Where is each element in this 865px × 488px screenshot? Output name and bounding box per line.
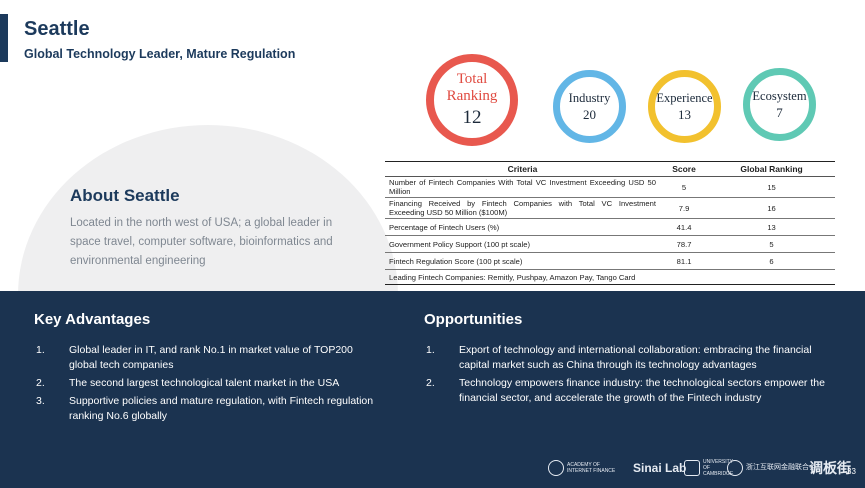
criteria-cell: Number of Fintech Companies With Total V…: [385, 176, 660, 198]
industry-ranking-badge: Industry 20: [553, 70, 626, 143]
list-item-text: The second largest technological talent …: [69, 377, 340, 389]
opportunities-title: Opportunities: [424, 311, 523, 328]
list-item: 1. Export of technology and internationa…: [426, 343, 826, 373]
ecosystem-value: 7: [776, 104, 783, 120]
rank-cell: 13: [708, 218, 835, 236]
lbj-logo-text: 调板街: [809, 460, 851, 476]
about-title: About Seattle: [70, 186, 180, 205]
lbj-logo: 调板街: [806, 456, 851, 480]
list-item-number: 1.: [36, 344, 45, 356]
criteria-cell: Percentage of Fintech Users (%): [385, 218, 660, 236]
page-title: Seattle: [24, 18, 90, 40]
total-ranking-label-1: Total: [456, 71, 488, 87]
leading-companies-cell: Leading Fintech Companies: Remitly, Push…: [385, 269, 835, 285]
list-item-text: Export of technology and international c…: [459, 344, 812, 371]
zju-logo: ACADEMY OF INTERNET FINANCE: [548, 456, 625, 480]
list-item: 1. Global leader in IT, and rank No.1 in…: [36, 343, 381, 373]
page-number: 33: [847, 467, 856, 476]
table-row: Financing Received by Fintech Companies …: [385, 197, 835, 219]
header-criteria: Criteria: [385, 161, 660, 177]
ecosystem-label: Ecosystem: [752, 88, 807, 103]
cambridge-logo-text: UNIVERSITY OF CAMBRIDGE: [703, 459, 734, 477]
zju-logo-text: ACADEMY OF INTERNET FINANCE: [567, 462, 616, 474]
sinai-lab-logo: Sinai Lab: [630, 456, 686, 480]
list-item: 2. The second largest technological tale…: [36, 376, 381, 391]
experience-label: Experience: [656, 90, 713, 105]
list-item-number: 1.: [426, 344, 435, 356]
bottom-panel: [0, 291, 865, 488]
key-advantages-list: 1. Global leader in IT, and rank No.1 in…: [36, 343, 381, 427]
list-item-number: 3.: [36, 395, 45, 407]
industry-value: 20: [583, 106, 596, 122]
score-cell: 78.7: [660, 235, 709, 253]
page-subtitle: Global Technology Leader, Mature Regulat…: [24, 47, 296, 61]
table-footer-row: Leading Fintech Companies: Remitly, Push…: [385, 269, 835, 285]
criteria-cell: Government Policy Support (100 pt scale): [385, 235, 660, 253]
table-row: Fintech Regulation Score (100 pt scale) …: [385, 252, 835, 270]
criteria-cell: Financing Received by Fintech Companies …: [385, 197, 660, 219]
list-item-text: Technology empowers finance industry: th…: [459, 377, 825, 404]
zhejiang-logo-text: 浙江互联网金融联合会: [746, 464, 816, 471]
sinai-lab-text: Sinai Lab: [633, 461, 687, 475]
total-ranking-value: 12: [462, 107, 482, 128]
experience-ranking-badge: Experience 13: [648, 70, 721, 143]
opportunities-list: 1. Export of technology and internationa…: [426, 343, 826, 409]
cambridge-logo: UNIVERSITY OF CAMBRIDGE: [684, 456, 733, 480]
rank-cell: 5: [708, 235, 835, 253]
zju-seal-icon: [548, 460, 564, 476]
table-row: Number of Fintech Companies With Total V…: [385, 176, 835, 198]
list-item: 2. Technology empowers finance industry:…: [426, 376, 826, 406]
score-cell: 41.4: [660, 218, 709, 236]
score-cell: 81.1: [660, 252, 709, 270]
list-item-number: 2.: [426, 377, 435, 389]
zhejiang-association-logo: 浙江互联网金融联合会: [727, 456, 816, 480]
industry-label: Industry: [568, 90, 611, 105]
table-row: Government Policy Support (100 pt scale)…: [385, 235, 835, 253]
key-advantages-title: Key Advantages: [34, 311, 151, 328]
rank-cell: 16: [708, 197, 835, 219]
zhejiang-seal-icon: [727, 460, 743, 476]
list-item: 3. Supportive policies and mature regula…: [36, 394, 381, 424]
header-score: Score: [660, 161, 709, 177]
criteria-table: Criteria Score Global Ranking Number of …: [385, 161, 835, 285]
rank-cell: 15: [708, 176, 835, 198]
list-item-text: Global leader in IT, and rank No.1 in ma…: [69, 344, 353, 371]
ecosystem-ranking-badge: Ecosystem 7: [743, 68, 816, 141]
cambridge-shield-icon: [684, 460, 700, 476]
header-global-ranking: Global Ranking: [708, 161, 835, 177]
about-text: Located in the north west of USA; a glob…: [70, 217, 333, 267]
list-item-text: Supportive policies and mature regulatio…: [69, 395, 374, 422]
list-item-number: 2.: [36, 377, 45, 389]
rank-cell: 6: [708, 252, 835, 270]
score-cell: 7.9: [660, 197, 709, 219]
score-cell: 5: [660, 176, 709, 198]
table-row: Percentage of Fintech Users (%) 41.4 13: [385, 218, 835, 236]
total-ranking-badge: Total Ranking 12: [426, 54, 518, 146]
table-header-row: Criteria Score Global Ranking: [385, 161, 835, 177]
experience-value: 13: [678, 106, 691, 122]
total-ranking-label-2: Ranking: [446, 88, 498, 104]
title-accent-bar: [0, 14, 8, 62]
criteria-cell: Fintech Regulation Score (100 pt scale): [385, 252, 660, 270]
